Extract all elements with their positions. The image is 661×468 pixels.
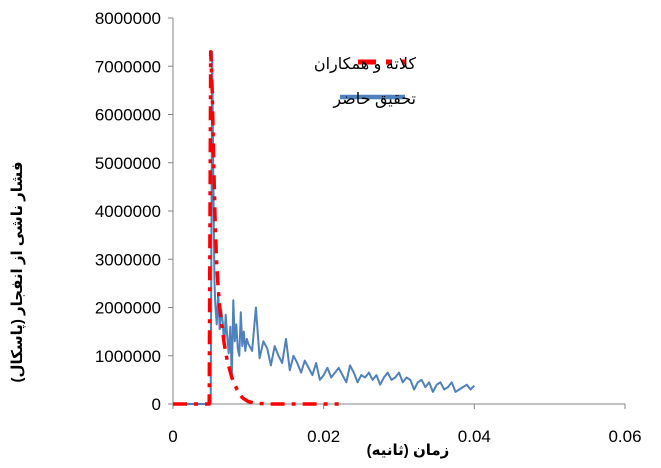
series-layer — [173, 50, 476, 406]
x-tick-label: 0 — [168, 427, 177, 446]
legend-label-series-0: کلاته و همکاران — [314, 56, 417, 74]
x-tick-label: 0.04 — [458, 427, 491, 446]
y-tick-label: 7000000 — [95, 57, 161, 76]
axes: 0 1000000 2000000 3000000 4000000 5000000 6000… — [95, 9, 642, 446]
y-tick-label: 6000000 — [95, 106, 161, 125]
x-tick-label: 0.02 — [307, 427, 340, 446]
y-tick-label: 4000000 — [95, 202, 161, 221]
y-tick-label: 3000000 — [95, 250, 161, 269]
y-tick-label: 0 — [152, 395, 161, 414]
legend-label-series-1: تحقیق حاضر — [332, 91, 416, 109]
legend: کلاته و همکاران تحقیق حاضر — [314, 56, 417, 109]
y-tick-label: 1000000 — [95, 347, 161, 366]
y-tick-label: 2000000 — [95, 299, 161, 318]
x-axis-title: زمان (ثانیه) — [367, 442, 450, 459]
x-tick-label: 0.06 — [608, 427, 641, 446]
series-line-0 — [173, 50, 339, 406]
y-tick-label: 5000000 — [95, 154, 161, 173]
y-tick-label: 8000000 — [95, 9, 161, 28]
y-axis-title: فشار ناشی از انفجار (پاسکال) — [9, 161, 27, 382]
series-line-1 — [173, 50, 476, 405]
